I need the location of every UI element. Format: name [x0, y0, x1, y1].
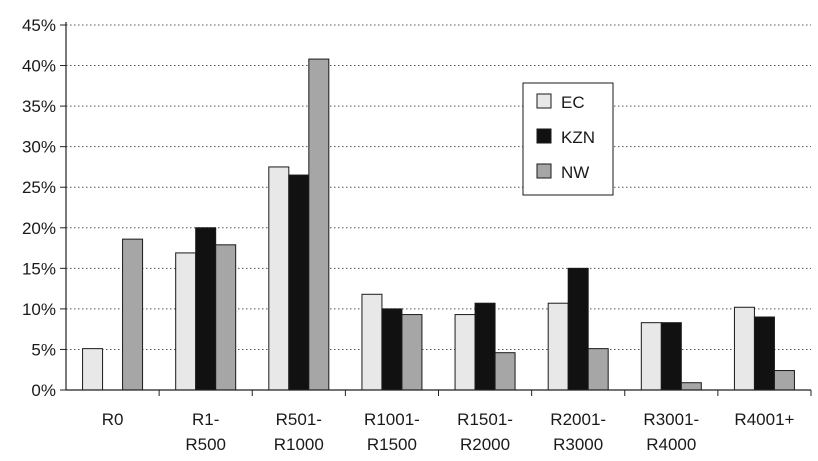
- y-axis-tick-labels: 0% 5% 10% 15% 20% 25% 30% 35% 40% 45%: [22, 16, 56, 400]
- bar-ec-5: [547, 302, 569, 391]
- x-tick-label: R500: [185, 435, 226, 454]
- x-tick-label: R1-: [192, 410, 219, 429]
- bars: [82, 58, 795, 391]
- bar-nw-2: [308, 58, 330, 391]
- x-axis-tick-labels: R0 R1- R500 R501- R1000 R1001- R1500 R1501- R200…: [102, 410, 795, 454]
- bar-kzn-5: [567, 267, 589, 391]
- x-tick-label: R3001-: [643, 410, 699, 429]
- bar-kzn-4: [474, 302, 496, 391]
- y-tick-label: 5%: [31, 340, 56, 359]
- x-tick-label: R2000: [460, 435, 510, 454]
- y-tick-label: 20%: [22, 219, 56, 238]
- bar-kzn-7: [753, 316, 775, 391]
- bar-ec-0: [82, 348, 104, 391]
- y-tick-label: 15%: [22, 259, 56, 278]
- x-tick-label: R1000: [274, 435, 324, 454]
- x-tick-label: R0: [102, 410, 124, 429]
- x-tick-label: R1501-: [457, 410, 513, 429]
- legend: EC KZN NW: [522, 82, 614, 196]
- bar-nw-5: [587, 348, 609, 391]
- legend-label-ec: EC: [561, 93, 585, 112]
- bar-kzn-3: [381, 308, 403, 391]
- bar-ec-4: [454, 314, 476, 391]
- x-tick-label: R4001+: [734, 410, 794, 429]
- x-tick-label: R2001-: [550, 410, 606, 429]
- bar-ec-6: [640, 322, 662, 391]
- x-tick-label: R4000: [646, 435, 696, 454]
- bar-nw-3: [401, 314, 423, 391]
- legend-label-nw: NW: [561, 163, 589, 182]
- y-tick-label: 10%: [22, 300, 56, 319]
- y-tick-label: 40%: [22, 57, 56, 76]
- legend-swatch-kzn: [536, 128, 552, 144]
- bar-ec-7: [733, 306, 755, 391]
- bar-ec-3: [361, 293, 383, 391]
- y-tick-label: 35%: [22, 97, 56, 116]
- legend-swatch-nw: [536, 163, 552, 179]
- bar-nw-1: [215, 244, 237, 391]
- bar-kzn-2: [288, 174, 310, 391]
- bar-nw-6: [680, 382, 702, 391]
- x-tick-label: R1500: [367, 435, 417, 454]
- bar-kzn-1: [195, 227, 217, 391]
- legend-swatch-ec: [536, 93, 552, 109]
- y-tick-label: 25%: [22, 178, 56, 197]
- y-tick-label: 30%: [22, 138, 56, 157]
- y-tick-label: 45%: [22, 16, 56, 35]
- x-tick-label: R3000: [553, 435, 603, 454]
- bar-ec-2: [268, 166, 290, 391]
- axes: [60, 22, 812, 396]
- bar-nw-7: [773, 370, 795, 391]
- x-tick-label: R501-: [276, 410, 322, 429]
- bar-nw-0: [122, 238, 144, 391]
- x-tick-label: R1001-: [364, 410, 420, 429]
- bar-nw-4: [494, 352, 516, 391]
- legend-label-kzn: KZN: [561, 128, 595, 147]
- bar-ec-1: [175, 252, 197, 391]
- bar-kzn-6: [660, 322, 682, 391]
- y-tick-label: 0%: [31, 381, 56, 400]
